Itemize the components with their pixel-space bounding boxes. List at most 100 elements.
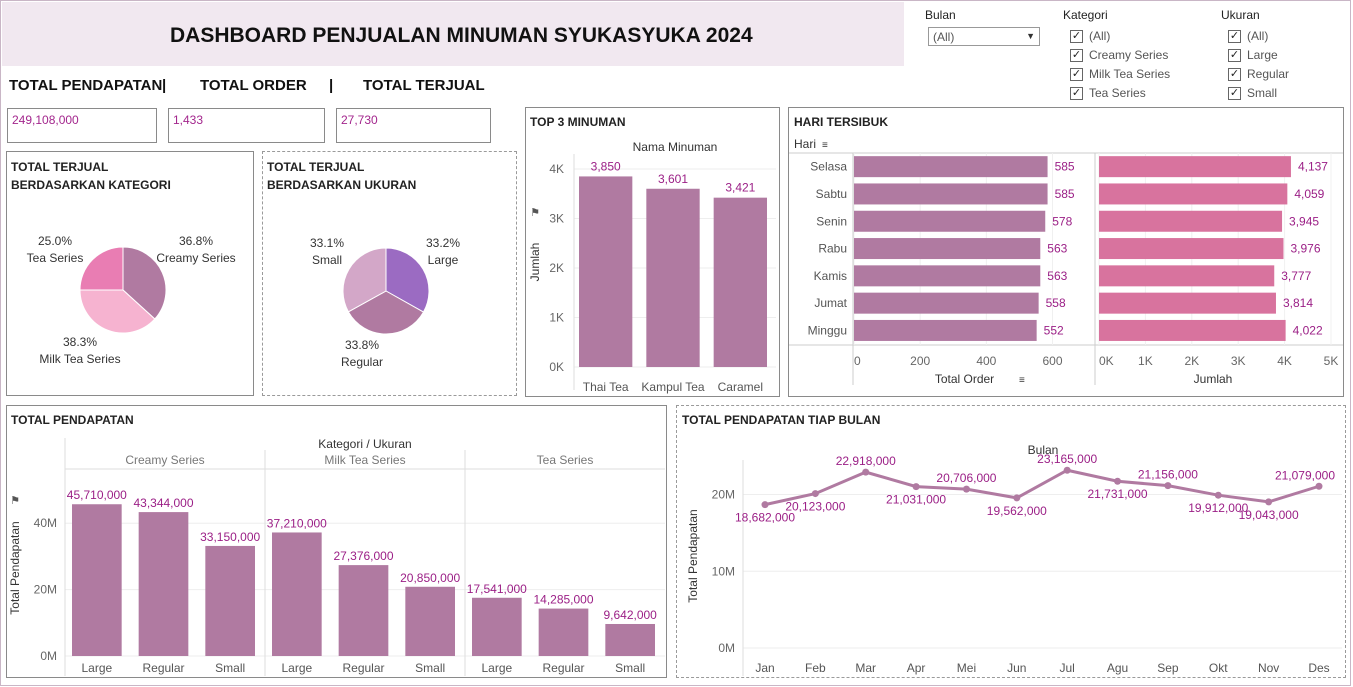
filter-ukuran-option[interactable]: ✓ Regular (1228, 67, 1289, 81)
y-tick-label: 0M (718, 641, 735, 655)
bar (1099, 183, 1288, 205)
kpi-label-order: TOTAL ORDER (200, 77, 307, 94)
bar (854, 292, 1039, 314)
filter-bulan-label: Bulan (925, 8, 956, 22)
pie-percent-label: 33.1% (310, 236, 344, 250)
x-tick-label: 400 (976, 354, 996, 368)
checkbox-checked-icon: ✓ (1070, 67, 1083, 81)
y-tick-label: 10M (712, 564, 735, 578)
filter-bulan-dropdown[interactable]: (All) ▼ (928, 27, 1040, 46)
point-value-label: 21,031,000 (886, 493, 946, 507)
filter-ukuran-option[interactable]: ✓ Large (1228, 48, 1278, 62)
bulan-chart: Bulan 0M 10M 20M Total Pendapatan 18,682,000 J… (686, 443, 1342, 676)
data-point (912, 483, 920, 491)
data-point (1164, 482, 1172, 490)
x-tick-label: 0K (1099, 354, 1114, 368)
chevron-down-icon: ▼ (1026, 31, 1035, 41)
filter-ukuran-option[interactable]: ✓ Small (1228, 86, 1277, 100)
bar-value-label: 578 (1052, 214, 1072, 228)
filter-kategori-option[interactable]: ✓ (All) (1070, 29, 1110, 43)
bar (854, 265, 1041, 287)
x-tick-label: Large (81, 661, 112, 675)
x-tick-label: 5K (1324, 354, 1339, 368)
row-label: Senin (816, 214, 847, 228)
bar-value-label: 3,976 (1290, 242, 1320, 256)
pie-category-label: Regular (341, 355, 383, 369)
bar (854, 210, 1046, 232)
kpi-label-terjual: TOTAL TERJUAL (363, 77, 485, 94)
bar (1099, 319, 1286, 341)
bar-value-label: 3,421 (725, 181, 755, 195)
data-point (1265, 498, 1273, 506)
x-tick-label: Feb (805, 661, 826, 675)
series-line (764, 468, 1320, 507)
data-point (1315, 482, 1323, 490)
data-point (962, 485, 970, 493)
filter-kategori-option[interactable]: ✓ Creamy Series (1070, 48, 1168, 62)
pie-category-label: Small (312, 253, 342, 267)
bar (472, 597, 522, 656)
y-axis-label: Jumlah (528, 243, 542, 282)
option-label: Tea Series (1089, 86, 1146, 100)
point-value-label: 20,706,000 (936, 471, 996, 485)
x-tick-label: Jun (1007, 661, 1026, 675)
bulan-panel (676, 405, 1346, 678)
filter-kategori-option[interactable]: ✓ Tea Series (1070, 86, 1146, 100)
bulan-title: TOTAL PENDAPATAN TIAP BULAN (682, 413, 881, 427)
checkbox-checked-icon: ✓ (1070, 86, 1083, 100)
checkbox-checked-icon: ✓ (1228, 86, 1241, 100)
kpi-value-terjual: 27,730 (336, 108, 491, 143)
x-tick-label: Large (481, 661, 512, 675)
pie-slice (79, 246, 124, 291)
data-point (1114, 477, 1122, 485)
bar-value-label: 14,285,000 (533, 593, 593, 607)
kpi-value-pendapatan: 249,108,000 (7, 108, 157, 143)
chart-header: Kategori / Ukuran (318, 437, 411, 451)
bar-value-label: 3,945 (1289, 214, 1319, 228)
x-axis-label: Jumlah (1194, 372, 1233, 386)
bar (338, 565, 389, 656)
x-tick-label: Small (415, 661, 445, 675)
filter-kategori-option[interactable]: ✓ Milk Tea Series (1070, 67, 1170, 81)
checkbox-checked-icon: ✓ (1228, 67, 1241, 81)
x-tick-label: Large (281, 661, 312, 675)
x-tick-label: Regular (342, 661, 384, 675)
pie-slice (79, 289, 156, 334)
bar-value-label: 4,137 (1298, 160, 1328, 174)
bar-value-label: 9,642,000 (603, 608, 657, 622)
option-label: Milk Tea Series (1089, 67, 1171, 81)
pie-category-label: Large (428, 253, 459, 267)
top3-header: Nama Minuman (633, 140, 718, 154)
option-label: Small (1247, 86, 1278, 100)
filter-ukuran-option[interactable]: ✓ (All) (1228, 29, 1268, 43)
bar (854, 319, 1037, 341)
bar-value-label: 585 (1055, 187, 1075, 201)
pin-icon: ⚑ (10, 495, 20, 507)
kpi-value-order: 1,433 (168, 108, 325, 143)
x-tick-label: 4K (1277, 354, 1292, 368)
pie-kategori-title-1: TOTAL TERJUAL (11, 160, 109, 174)
x-tick-label: Apr (907, 661, 926, 675)
point-value-label: 18,682,000 (735, 511, 795, 525)
point-value-label: 20,123,000 (785, 500, 845, 514)
y-tick-label: 0M (40, 649, 57, 663)
bar-value-label: 552 (1044, 323, 1064, 337)
point-value-label: 23,165,000 (1037, 452, 1097, 466)
option-label: Regular (1247, 67, 1290, 81)
bar-value-label: 20,850,000 (400, 571, 460, 585)
pie-category-label: Tea Series (27, 251, 84, 265)
bar (1099, 210, 1283, 232)
point-value-label: 19,562,000 (987, 504, 1047, 518)
pie-ukuran-chart: 33.2% Large 33.8% Regular 33.1% Small (310, 236, 460, 369)
bar (1099, 265, 1275, 287)
row-label: Selasa (810, 160, 847, 174)
pie-category-label: Creamy Series (156, 251, 235, 265)
top3-panel (525, 107, 780, 397)
bar-value-label: 585 (1055, 160, 1075, 174)
data-point (761, 501, 769, 509)
pie-percent-label: 36.8% (179, 234, 213, 248)
bar-value-label: 558 (1046, 296, 1066, 310)
bar (138, 512, 189, 656)
x-tick-label: Jan (755, 661, 774, 675)
y-axis-label: Total Pendapatan (8, 521, 22, 614)
